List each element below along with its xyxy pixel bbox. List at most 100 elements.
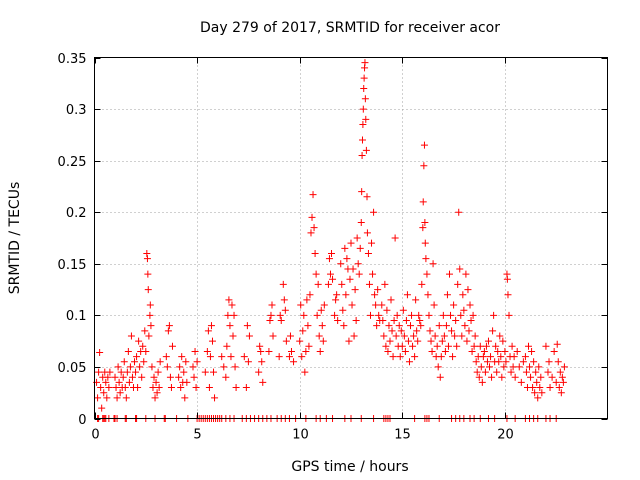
data-point (480, 347, 488, 355)
x-tick-label: 0 (91, 428, 99, 443)
data-point (163, 363, 171, 371)
data-point (244, 358, 252, 366)
data-point (144, 286, 152, 294)
data-points (93, 59, 568, 422)
data-point (439, 311, 447, 319)
data-point (259, 378, 267, 386)
data-point (354, 260, 362, 268)
data-point (499, 337, 507, 345)
data-point (268, 301, 276, 309)
data-point (421, 239, 429, 247)
data-point (300, 311, 308, 319)
data-point (114, 363, 122, 371)
data-point (488, 373, 496, 381)
data-point (143, 255, 151, 263)
data-point (168, 342, 176, 350)
data-point (316, 347, 324, 355)
data-point (112, 384, 120, 392)
data-point (463, 337, 471, 345)
data-point (136, 363, 144, 371)
data-point (139, 342, 147, 350)
data-point (269, 332, 277, 340)
data-point (338, 280, 346, 288)
data-point (415, 311, 423, 319)
data-point (442, 322, 450, 330)
data-point (227, 353, 235, 361)
data-point (156, 358, 164, 366)
data-point (507, 368, 515, 376)
data-point (458, 332, 466, 340)
data-point (375, 311, 383, 319)
data-point (456, 265, 464, 273)
data-point (258, 358, 266, 366)
data-point (476, 342, 484, 350)
y-tick-labels: 0 0.05 0.1 0.15 0.2 0.25 0.3 0.35 (58, 52, 87, 428)
data-point (203, 347, 211, 355)
data-point (220, 363, 228, 371)
y-tick-label: 0.35 (58, 52, 87, 67)
data-point (552, 378, 560, 386)
data-point (546, 384, 554, 392)
data-point (153, 389, 161, 397)
data-point (423, 270, 431, 278)
data-point (417, 322, 425, 330)
y-tick-label: 0.15 (58, 258, 87, 273)
data-point (345, 337, 353, 345)
data-point (531, 389, 539, 397)
data-point (298, 353, 306, 361)
data-point (545, 358, 553, 366)
data-point (98, 404, 106, 412)
data-point (464, 286, 472, 294)
data-point (420, 141, 428, 149)
data-point (125, 378, 133, 386)
data-point (309, 191, 317, 199)
data-point (94, 394, 102, 402)
data-point (363, 229, 371, 237)
data-point (312, 270, 320, 278)
data-point (304, 322, 312, 330)
data-point (386, 337, 394, 345)
data-point (190, 373, 198, 381)
data-point (433, 342, 441, 350)
data-point (373, 322, 381, 330)
data-point (152, 378, 160, 386)
data-point (510, 353, 518, 361)
data-point (553, 340, 561, 348)
data-point (457, 311, 465, 319)
data-point (397, 327, 405, 335)
data-point (482, 342, 490, 350)
data-point (165, 322, 173, 330)
data-point (477, 363, 485, 371)
data-point (475, 373, 483, 381)
data-point (115, 378, 123, 386)
data-point (325, 255, 333, 263)
y-tick-label: 0.05 (58, 361, 87, 376)
chart-title: Day 279 of 2017, SRMTID for receiver aco… (200, 20, 500, 36)
data-point (226, 322, 234, 330)
data-point (265, 347, 273, 355)
data-point (555, 384, 563, 392)
data-point (149, 384, 157, 392)
data-point (359, 121, 367, 129)
data-point (308, 213, 316, 221)
data-point (362, 146, 370, 154)
data-point (469, 311, 477, 319)
data-point (164, 327, 172, 335)
data-point (544, 368, 552, 376)
data-point (232, 384, 240, 392)
data-point (287, 347, 295, 355)
data-point (498, 373, 506, 381)
data-point (493, 368, 501, 376)
x-tick-label: 10 (292, 428, 309, 443)
data-point (337, 260, 345, 268)
data-point (255, 368, 263, 376)
data-point (122, 394, 130, 402)
data-point (461, 322, 469, 330)
data-point (339, 306, 347, 314)
data-point (412, 296, 420, 304)
data-point (104, 373, 112, 381)
data-point (310, 224, 318, 232)
data-point (145, 332, 153, 340)
data-point (364, 249, 372, 257)
